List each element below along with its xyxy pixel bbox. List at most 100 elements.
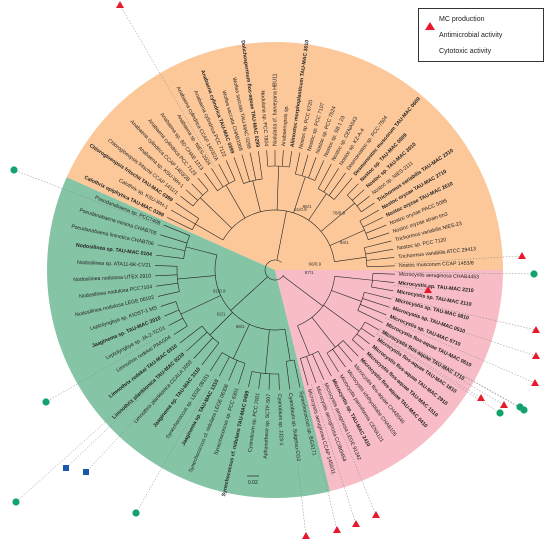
leaf-label: Cyanobium sp. JJ23-1 — [276, 394, 284, 446]
branch — [266, 150, 269, 167]
activity-markers — [10, 1, 540, 539]
branch — [364, 321, 380, 331]
branch — [225, 160, 236, 181]
branch — [211, 168, 224, 188]
marker-guide — [119, 4, 215, 167]
branch — [334, 275, 373, 281]
branch — [368, 232, 390, 241]
branch — [157, 291, 180, 297]
cytotoxic-marker — [83, 469, 89, 475]
bootstrap-labels: 61/0.986/1 78/0.9 94/1 66/0.9 87/1 91/0.9 62/1… — [213, 204, 349, 329]
leaf-label: Nodosilinea nodulosa UTEX 2910 — [73, 273, 151, 283]
branch — [295, 152, 301, 175]
antimicrobial-marker — [12, 498, 20, 506]
triangle-icon — [425, 15, 435, 30]
branch — [347, 183, 359, 196]
branch — [297, 325, 310, 356]
branch — [243, 178, 263, 184]
branch — [191, 183, 203, 196]
bootstrap-label: 86/1 — [303, 204, 312, 209]
branch — [360, 304, 387, 316]
branch — [317, 351, 332, 377]
branch — [249, 152, 257, 181]
marker-guide — [13, 169, 164, 228]
branch — [185, 189, 198, 201]
branch — [328, 172, 346, 196]
branch — [301, 154, 309, 176]
branch — [356, 333, 370, 345]
mc-production-marker — [477, 394, 485, 401]
branch — [366, 265, 395, 268]
branch — [364, 291, 392, 300]
mc-production-marker — [116, 1, 124, 8]
clade-sector-green — [47, 177, 331, 499]
marker-guide — [320, 380, 377, 516]
marker-guide — [135, 374, 216, 514]
branch — [233, 324, 250, 359]
branch — [361, 202, 375, 213]
branch — [177, 275, 216, 280]
branch — [366, 257, 395, 261]
branch — [329, 229, 365, 246]
branch — [241, 154, 250, 182]
branch — [284, 329, 291, 361]
branch — [155, 265, 178, 267]
branch — [352, 339, 365, 351]
marker-guide — [378, 330, 505, 406]
branch — [160, 234, 188, 244]
branch — [281, 150, 284, 167]
marker-guide — [85, 357, 194, 473]
branch — [163, 224, 190, 236]
branch — [238, 363, 246, 385]
branch — [180, 195, 194, 207]
branch — [185, 246, 218, 256]
mc-production-marker — [424, 286, 432, 293]
branch — [362, 217, 383, 228]
branch — [289, 151, 292, 168]
branch — [365, 248, 394, 255]
branch — [293, 176, 306, 214]
mc-production-marker — [531, 379, 539, 386]
branch — [356, 195, 370, 207]
branch — [372, 273, 395, 275]
branch — [167, 217, 193, 230]
branch — [320, 202, 355, 232]
marker-guide — [288, 389, 307, 537]
antimicrobial-marker — [10, 166, 18, 174]
mc-production-marker — [500, 401, 508, 408]
branch — [314, 160, 325, 181]
branch — [180, 295, 221, 315]
marker-guide — [376, 334, 501, 414]
mc-production-marker — [518, 252, 526, 259]
branch — [264, 259, 284, 281]
branch — [276, 211, 287, 261]
branch — [323, 305, 360, 332]
bootstrap-label: 62/1 — [217, 312, 226, 317]
mc-production-marker — [532, 352, 540, 359]
bootstrap-label: 61/0.9 — [294, 207, 307, 212]
marker-guide — [394, 271, 535, 275]
marker-guide — [65, 352, 189, 469]
antimicrobial-marker — [530, 270, 538, 278]
branch — [218, 163, 230, 184]
antimicrobial-marker — [520, 406, 528, 414]
legend-label: Cytotoxic activity — [439, 48, 492, 55]
branch — [225, 184, 246, 219]
branch — [308, 193, 327, 221]
branch — [195, 223, 224, 241]
branch — [228, 360, 238, 381]
leaf-label: Nodosilinea sp. ATA11-6K-CV21 — [77, 260, 151, 269]
branch — [264, 329, 270, 374]
branch — [248, 371, 253, 388]
branch — [175, 301, 188, 327]
branch — [193, 337, 213, 359]
leaf-label: Nodularia cf. harveyana HBU11 — [272, 73, 278, 146]
antimicrobial-marker — [132, 509, 140, 517]
branch — [222, 209, 335, 262]
leaf-label: Anabaenopsis sp. — [281, 105, 290, 147]
branch — [311, 317, 336, 348]
branch — [331, 290, 362, 302]
leaf-label: Nostoc muscorum CCAP 1453/8 — [399, 260, 474, 269]
legend-item-cytotoxic: Cytotoxic activity — [425, 47, 491, 56]
